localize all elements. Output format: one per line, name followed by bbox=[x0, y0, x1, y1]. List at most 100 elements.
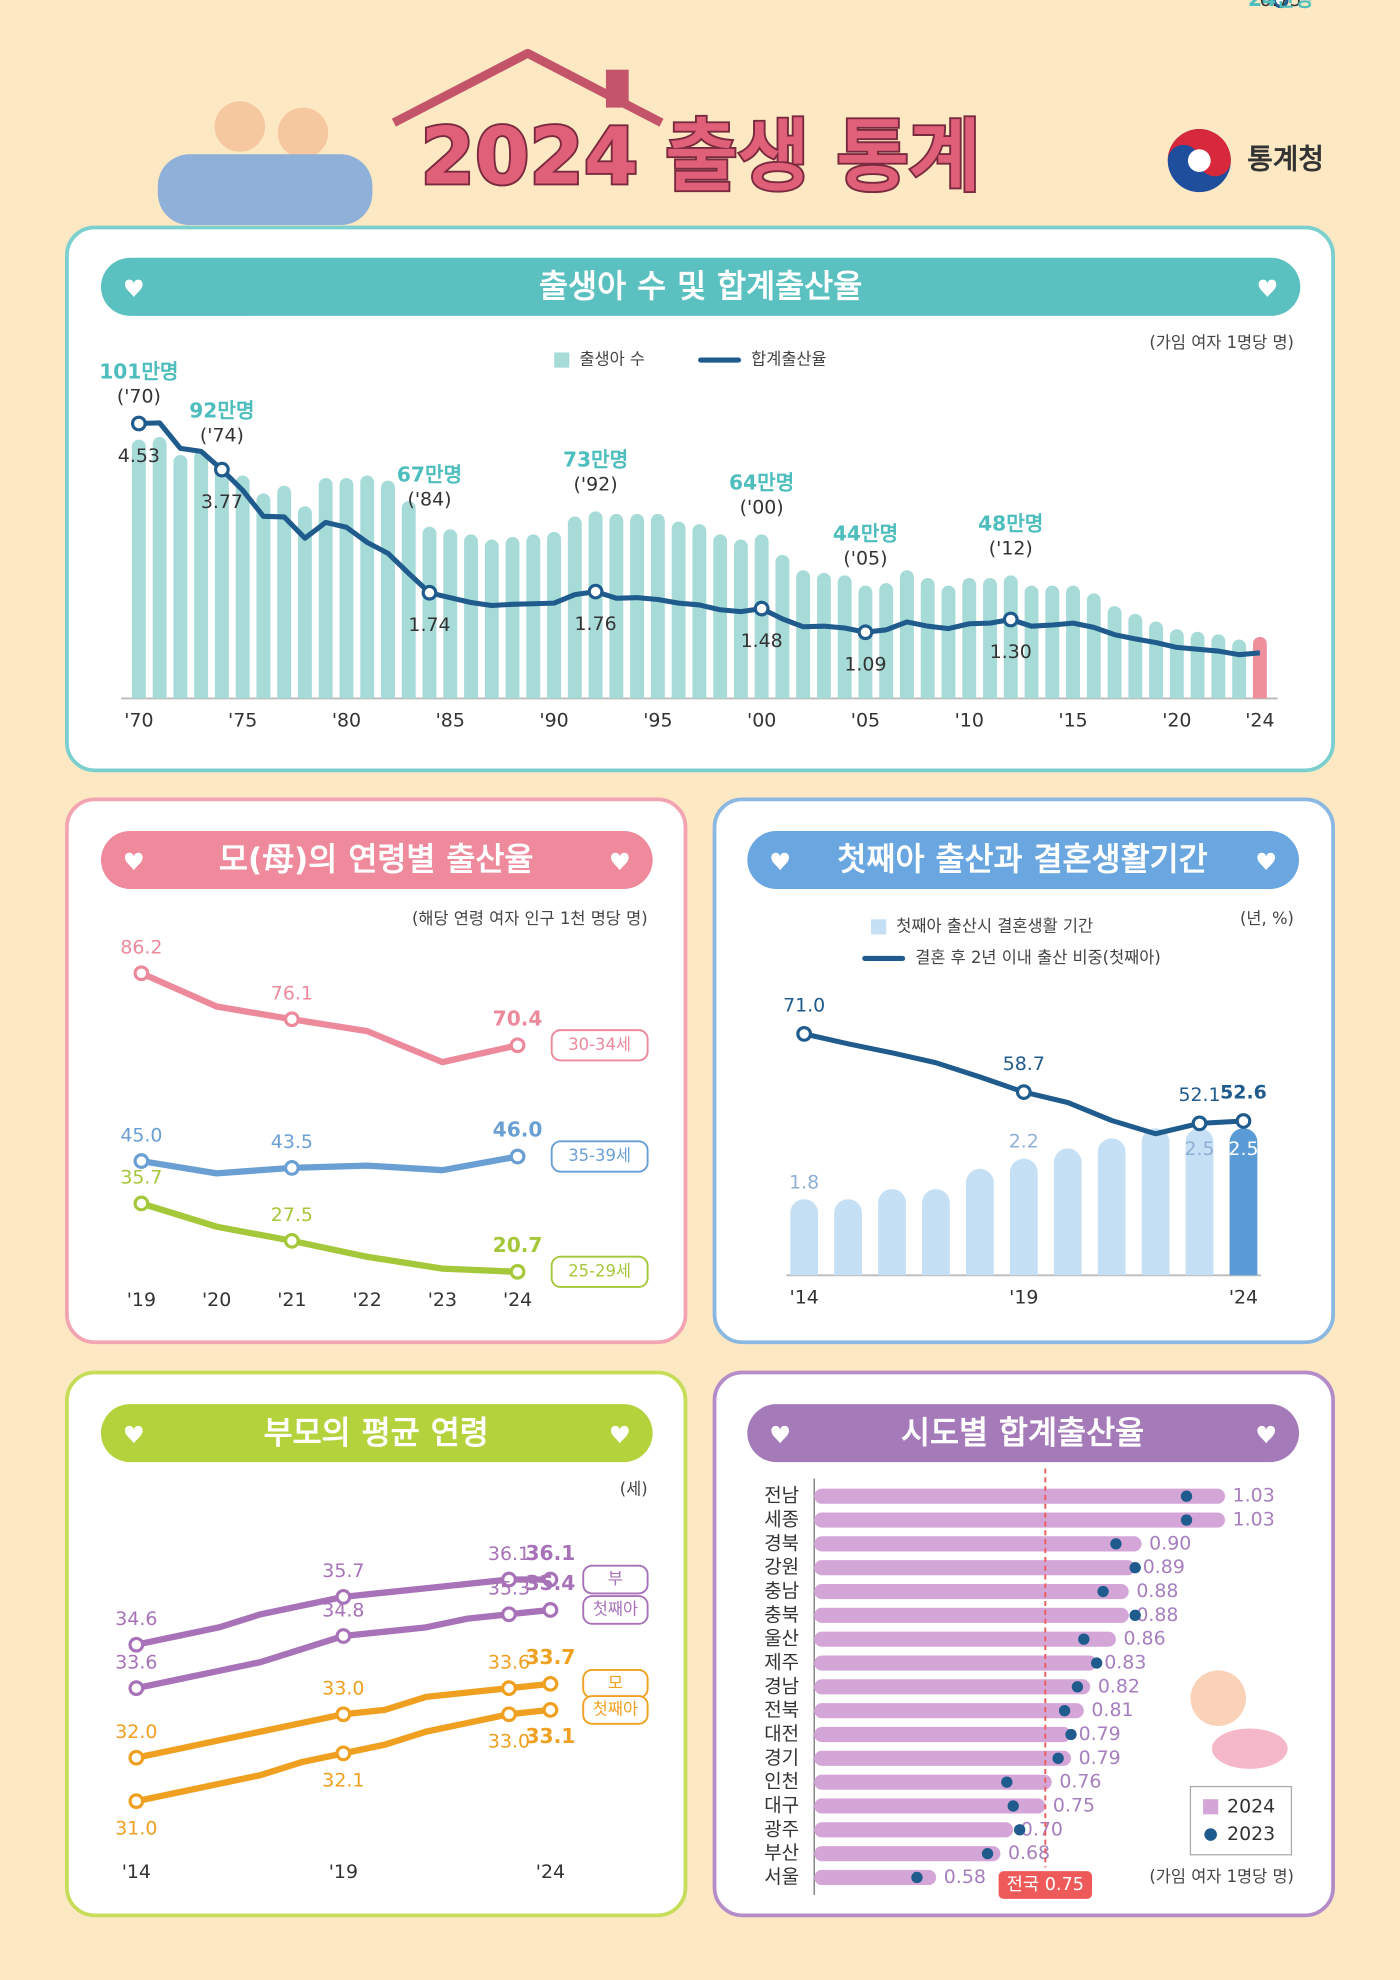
value-label: 0.88 bbox=[1136, 1604, 1178, 1626]
bar bbox=[814, 1869, 937, 1886]
section-header bbox=[100, 1404, 653, 1463]
legend-label: 부 bbox=[608, 1569, 623, 1588]
bar bbox=[1128, 613, 1143, 699]
value-label: 0.79 bbox=[1079, 1747, 1121, 1769]
legend-swatch bbox=[1204, 1828, 1217, 1841]
bar bbox=[630, 513, 645, 699]
point bbox=[1015, 1084, 1032, 1100]
bar bbox=[775, 554, 790, 699]
point bbox=[130, 415, 147, 432]
value-label: 33.7 bbox=[525, 1645, 575, 1669]
point bbox=[283, 1011, 300, 1028]
bar bbox=[814, 1750, 1071, 1766]
period-label: ('12) bbox=[989, 537, 1033, 559]
point bbox=[509, 1263, 526, 1280]
category-label: 전북 bbox=[764, 1699, 799, 1721]
bar bbox=[878, 1189, 906, 1276]
dot bbox=[1110, 1538, 1122, 1550]
dot bbox=[1065, 1728, 1077, 1741]
line bbox=[138, 420, 1261, 658]
legend-swatch bbox=[554, 352, 570, 368]
bar bbox=[733, 539, 748, 699]
line-value-label: 3.77 bbox=[201, 491, 243, 513]
line-value-label: 1.30 bbox=[990, 641, 1032, 663]
dot bbox=[1001, 1776, 1013, 1788]
bar bbox=[814, 1798, 1046, 1814]
point bbox=[283, 1160, 300, 1176]
bar bbox=[422, 526, 437, 699]
category-label: 서울 bbox=[764, 1866, 799, 1888]
point bbox=[587, 583, 604, 600]
bar bbox=[814, 1822, 1014, 1838]
value-label: 33.0 bbox=[488, 1731, 530, 1753]
panel bbox=[65, 1370, 688, 1918]
section-title: 출생아 수 및 합계출산율 bbox=[539, 269, 862, 305]
dot bbox=[1013, 1824, 1026, 1836]
point bbox=[133, 1195, 150, 1212]
period-label: ('92) bbox=[574, 473, 618, 495]
bar bbox=[692, 524, 707, 699]
legend-label: 2023 bbox=[1227, 1823, 1275, 1845]
x-tick-label: '00 bbox=[747, 710, 776, 732]
bar bbox=[1003, 575, 1018, 699]
bar-value-label: 73만명 bbox=[563, 447, 628, 471]
category-label: 세종 bbox=[764, 1509, 799, 1531]
bar bbox=[650, 513, 665, 699]
bar bbox=[713, 534, 728, 699]
bar bbox=[484, 539, 499, 699]
x-tick-label: '14 bbox=[790, 1287, 819, 1309]
bar bbox=[814, 1679, 1091, 1695]
bar bbox=[360, 475, 375, 699]
bar-value-label: 64만명 bbox=[729, 470, 794, 494]
x-tick-label: '15 bbox=[1058, 710, 1087, 732]
bar bbox=[297, 506, 312, 699]
bar bbox=[1149, 621, 1164, 699]
period-label: ('84) bbox=[407, 489, 451, 511]
point bbox=[1191, 1115, 1208, 1132]
bar bbox=[879, 583, 894, 699]
point bbox=[857, 624, 874, 641]
bar bbox=[1229, 1128, 1258, 1276]
x-tick-label: '24 bbox=[503, 1289, 532, 1311]
dot bbox=[1052, 1752, 1064, 1765]
legend-label: 결혼 후 2년 이내 출산 비중(첫째아) bbox=[915, 948, 1161, 967]
dot bbox=[1071, 1681, 1084, 1693]
reference-label: 전국 0.75 bbox=[1007, 1874, 1084, 1895]
bar bbox=[1185, 1128, 1214, 1276]
value-label: 0.75 bbox=[1053, 1794, 1095, 1816]
legend-box bbox=[550, 1255, 649, 1288]
bar bbox=[152, 437, 167, 699]
section-header bbox=[100, 830, 653, 890]
value-label: 33.6 bbox=[488, 1651, 530, 1673]
line bbox=[138, 970, 521, 1066]
value-label: 34.6 bbox=[115, 1608, 157, 1630]
legend-label: 첫째아 출산시 결혼생활 기간 bbox=[896, 916, 1093, 935]
point bbox=[542, 1675, 559, 1692]
bar-value-label: 24만명 bbox=[1248, 0, 1313, 11]
bar bbox=[671, 521, 686, 699]
illustration bbox=[1211, 1728, 1288, 1769]
bar bbox=[505, 536, 520, 699]
bar bbox=[547, 531, 561, 699]
category-label: 대구 bbox=[764, 1794, 799, 1816]
bar bbox=[1190, 631, 1205, 699]
logo-center bbox=[1187, 149, 1211, 172]
point bbox=[128, 1793, 145, 1810]
x-tick-label: '23 bbox=[428, 1289, 457, 1311]
value-label: 0.88 bbox=[1136, 1580, 1178, 1602]
point bbox=[335, 1745, 352, 1762]
category-label: 제주 bbox=[764, 1652, 799, 1674]
bar bbox=[1169, 629, 1184, 699]
point bbox=[421, 584, 438, 601]
unit-note: (년, %) bbox=[1240, 909, 1294, 928]
value-label: 33.1 bbox=[525, 1724, 575, 1748]
bar bbox=[814, 1703, 1084, 1719]
bar bbox=[131, 439, 146, 699]
bar bbox=[318, 478, 333, 699]
dot bbox=[1180, 1490, 1193, 1502]
point bbox=[335, 1589, 352, 1605]
value-label: 32.0 bbox=[115, 1721, 157, 1743]
x-tick-label: '90 bbox=[539, 710, 568, 732]
point bbox=[1235, 1113, 1252, 1129]
line-value-label: 1.74 bbox=[408, 614, 450, 636]
